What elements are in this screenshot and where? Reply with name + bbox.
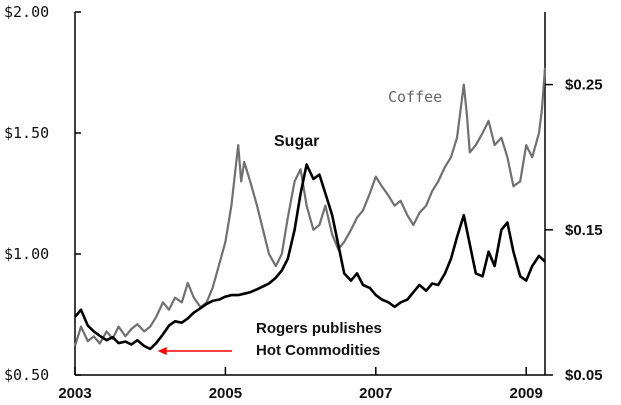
series-layer — [73, 67, 547, 351]
x-tick-label: 2005 — [209, 385, 242, 402]
chart-labels: Sugar Coffee Rogers publishes Hot Commod… — [256, 88, 442, 359]
x-tick-label: 2003 — [58, 385, 91, 402]
y-left-tick-label: $0.50 — [4, 366, 49, 384]
annotation-line-2: Hot Commodities — [256, 342, 380, 359]
y-right-tick-label: $0.25 — [565, 77, 603, 94]
x-tick-label: 2007 — [359, 385, 392, 402]
y-left-tick-label: $1.00 — [4, 245, 49, 263]
annotation-arrow — [157, 347, 232, 355]
y-right-tick-label: $0.05 — [565, 367, 603, 384]
chart-axes: $2.00 $1.50 $1.00 $0.50 $0.25 $0.15 $0.05 2003 2… — [4, 3, 603, 402]
y-right-tick-label: $0.15 — [565, 222, 603, 239]
y-left-tick-label: $2.00 — [4, 3, 49, 21]
sugar-series-label: Sugar — [274, 133, 319, 150]
x-tick-label: 2009 — [510, 385, 543, 402]
y-left-tick-label: $1.50 — [4, 124, 49, 142]
coffee-series-line — [73, 67, 547, 347]
sugar-series-line — [74, 163, 546, 351]
coffee-series-label: Coffee — [388, 88, 442, 106]
arrow-head — [157, 347, 167, 355]
annotation-line-1: Rogers publishes — [256, 320, 382, 337]
